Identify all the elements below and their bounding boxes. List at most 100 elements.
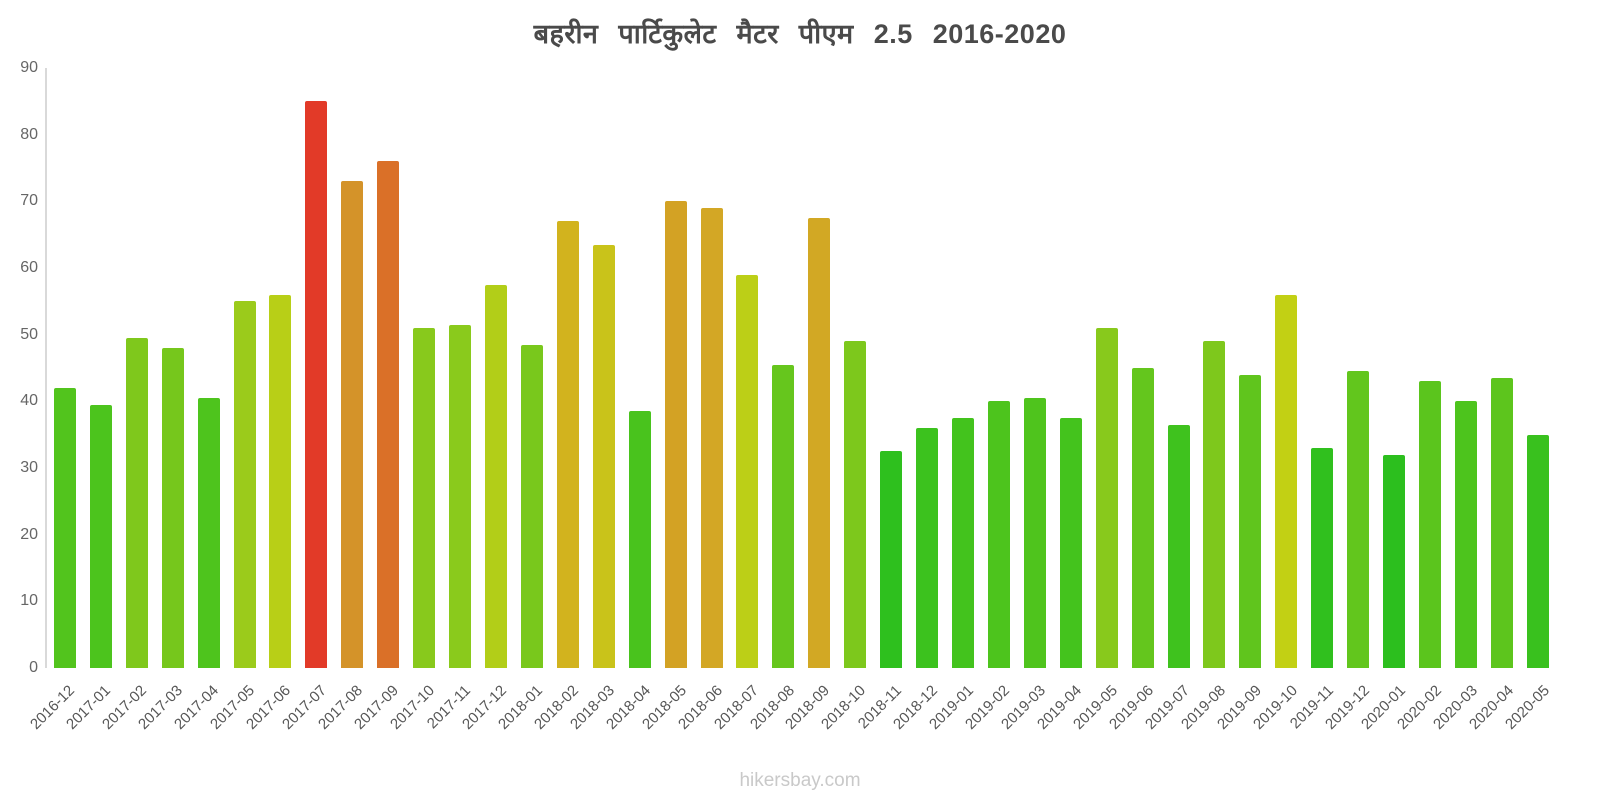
bar-2019-07 bbox=[1167, 424, 1190, 668]
bar-slot bbox=[1520, 68, 1556, 668]
bar-slot bbox=[334, 68, 370, 668]
y-axis: 0 10 20 30 40 50 60 70 80 90 bbox=[0, 59, 38, 676]
bar-slot bbox=[406, 68, 442, 668]
bar-slot bbox=[622, 68, 658, 668]
bar-slot bbox=[1376, 68, 1412, 668]
bar-slot bbox=[1484, 68, 1520, 668]
bar-2018-11 bbox=[880, 451, 903, 668]
bar-2017-01 bbox=[89, 404, 112, 668]
bar-slot bbox=[1448, 68, 1484, 668]
bar-slot bbox=[873, 68, 909, 668]
bar-slot bbox=[227, 68, 263, 668]
y-tick-label: 50 bbox=[20, 325, 38, 343]
bar-2020-02 bbox=[1418, 381, 1441, 668]
bar-slot bbox=[83, 68, 119, 668]
bar-2019-09 bbox=[1239, 374, 1262, 668]
bar-2018-03 bbox=[592, 244, 615, 668]
bar-2019-03 bbox=[1023, 398, 1046, 668]
bar-slot bbox=[694, 68, 730, 668]
bar-2017-05 bbox=[233, 301, 256, 668]
y-tick-label: 0 bbox=[29, 659, 38, 676]
bar-slot bbox=[550, 68, 586, 668]
bar-2018-10 bbox=[844, 341, 867, 668]
bar-2018-12 bbox=[916, 428, 939, 668]
bar-2019-04 bbox=[1059, 418, 1082, 668]
bar-2018-09 bbox=[808, 218, 831, 668]
bar-slot bbox=[1232, 68, 1268, 668]
watermark: hikersbay.com bbox=[739, 770, 861, 791]
x-axis: 2016-12 2017-01 2017-02 2017-03 2017-04 2017-… bbox=[27, 672, 1556, 772]
bar-2020-01 bbox=[1383, 454, 1406, 668]
bar-2020-05 bbox=[1526, 434, 1549, 668]
bar-slot bbox=[837, 68, 873, 668]
y-tick-label: 40 bbox=[20, 392, 38, 410]
y-tick-label: 80 bbox=[20, 125, 38, 143]
bar-2020-04 bbox=[1490, 378, 1513, 668]
bar-2017-03 bbox=[161, 348, 184, 668]
bar-2017-02 bbox=[125, 338, 148, 668]
bar-slot bbox=[981, 68, 1017, 668]
bar-slot bbox=[298, 68, 334, 668]
bar-2017-09 bbox=[377, 161, 400, 668]
bar-slot bbox=[47, 68, 83, 668]
bar-slot bbox=[442, 68, 478, 668]
bar-2017-08 bbox=[341, 181, 364, 668]
bar-slot bbox=[1161, 68, 1197, 668]
bar-slot bbox=[119, 68, 155, 668]
y-tick-label: 90 bbox=[20, 59, 38, 76]
y-tick-label: 70 bbox=[20, 192, 38, 210]
bar-slot bbox=[370, 68, 406, 668]
bar-slot bbox=[1125, 68, 1161, 668]
bar-2019-11 bbox=[1311, 448, 1334, 668]
bar-slot bbox=[1340, 68, 1376, 668]
bar-slot bbox=[191, 68, 227, 668]
bar-2019-10 bbox=[1275, 294, 1298, 668]
plot-area bbox=[45, 68, 1556, 668]
bar-slot bbox=[1053, 68, 1089, 668]
bar-2018-05 bbox=[664, 201, 687, 668]
bar-2020-03 bbox=[1454, 401, 1477, 668]
bar-2018-06 bbox=[700, 208, 723, 668]
bar-2018-04 bbox=[628, 411, 651, 668]
bar-slot bbox=[263, 68, 299, 668]
y-tick-label: 10 bbox=[20, 592, 38, 610]
bar-2019-05 bbox=[1095, 328, 1118, 668]
bar-slot bbox=[1412, 68, 1448, 668]
bar-2019-02 bbox=[987, 401, 1010, 668]
bar-2018-02 bbox=[556, 221, 579, 668]
bar-2016-12 bbox=[53, 388, 76, 668]
bar-slot bbox=[1089, 68, 1125, 668]
bar-2019-08 bbox=[1203, 341, 1226, 668]
bar-2017-11 bbox=[449, 324, 472, 668]
bar-2017-10 bbox=[413, 328, 436, 668]
bar-slot bbox=[1268, 68, 1304, 668]
bar-slot bbox=[945, 68, 981, 668]
bar-slot bbox=[658, 68, 694, 668]
bar-2019-06 bbox=[1131, 368, 1154, 668]
bar-2017-04 bbox=[197, 398, 220, 668]
bar-slot bbox=[1017, 68, 1053, 668]
y-tick-label: 30 bbox=[20, 459, 38, 476]
bar-2017-12 bbox=[485, 284, 508, 668]
bar-slot bbox=[514, 68, 550, 668]
bar-2018-07 bbox=[736, 274, 759, 668]
bar-slot bbox=[1197, 68, 1233, 668]
bar-2018-08 bbox=[772, 364, 795, 668]
bars-container bbox=[47, 68, 1556, 668]
bar-2017-06 bbox=[269, 294, 292, 668]
bar-2019-01 bbox=[952, 418, 974, 668]
y-tick-label: 20 bbox=[20, 525, 38, 543]
bar-slot bbox=[155, 68, 191, 668]
bar-slot bbox=[730, 68, 766, 668]
bar-slot bbox=[765, 68, 801, 668]
bar-slot bbox=[586, 68, 622, 668]
bar-slot bbox=[909, 68, 945, 668]
y-tick-label: 60 bbox=[20, 259, 38, 276]
bar-slot bbox=[1304, 68, 1340, 668]
bar-2018-01 bbox=[520, 344, 543, 668]
bar-slot bbox=[478, 68, 514, 668]
bar-slot bbox=[801, 68, 837, 668]
chart-title: बहरीन पार्टिकुलेट मैटर पीएम 2.5 2016-202… bbox=[533, 19, 1067, 49]
bar-2019-12 bbox=[1347, 371, 1370, 668]
